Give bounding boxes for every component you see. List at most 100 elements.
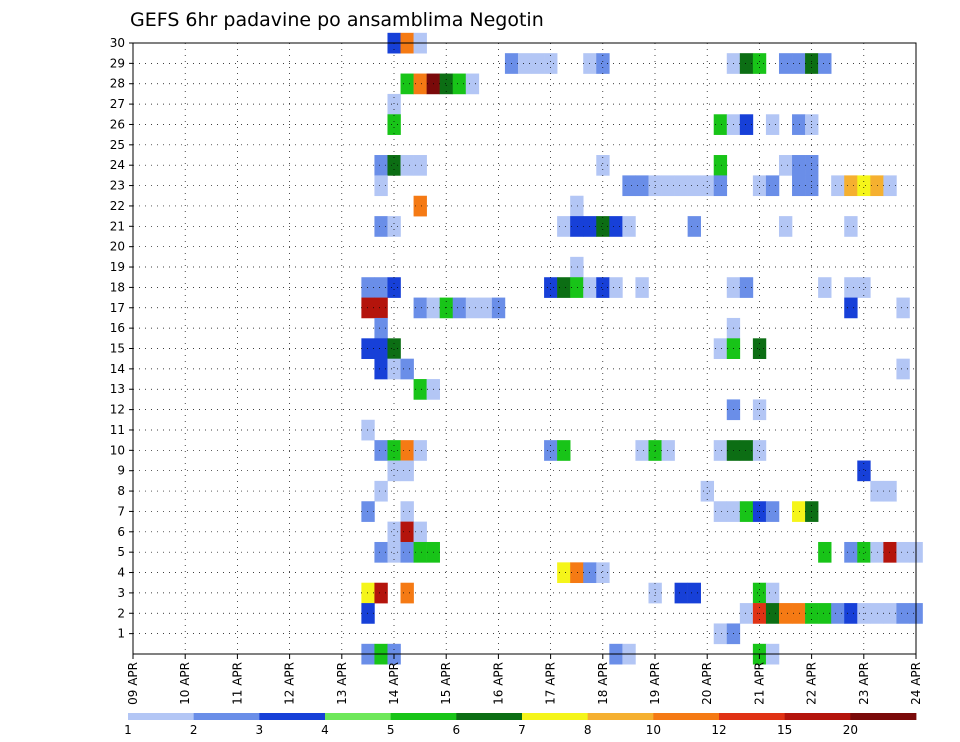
precip-cell xyxy=(739,501,754,522)
precip-cell xyxy=(465,73,480,95)
precip-cell xyxy=(361,419,375,441)
precip-cell xyxy=(622,216,636,237)
precip-cell xyxy=(387,358,401,380)
precip-cell xyxy=(765,501,780,522)
precip-cell xyxy=(361,501,375,522)
precip-cell xyxy=(857,460,871,482)
precip-cell xyxy=(557,216,571,237)
colorbar-label: 12 xyxy=(711,723,726,737)
precip-cell xyxy=(452,73,467,95)
colorbar-segment xyxy=(850,713,917,720)
y-tick-label: 16 xyxy=(110,321,125,335)
precip-cell xyxy=(413,379,427,400)
precip-cell xyxy=(361,297,375,319)
precip-cell xyxy=(896,297,910,319)
precip-cell xyxy=(452,297,467,319)
precip-cell xyxy=(570,256,584,278)
precip-cell xyxy=(713,175,728,197)
precip-cell xyxy=(661,175,675,197)
colorbar-label: 1 xyxy=(124,723,132,737)
precip-cell xyxy=(387,440,401,461)
y-tick-label: 25 xyxy=(110,138,125,152)
colorbar-label: 6 xyxy=(453,723,461,737)
precip-cell xyxy=(413,73,427,95)
precip-cell xyxy=(622,175,636,197)
colorbar-segment xyxy=(653,713,720,720)
precip-cell xyxy=(883,541,897,563)
precip-cell xyxy=(596,155,610,176)
precip-cell xyxy=(818,541,832,563)
precip-cell xyxy=(857,541,871,563)
y-tick-label: 28 xyxy=(110,77,125,91)
chart-title: GEFS 6hr padavine po ansamblima Negotin xyxy=(130,9,544,31)
precip-cell xyxy=(374,480,388,502)
precip-cell xyxy=(400,460,414,482)
precip-cell xyxy=(387,338,401,359)
precip-cell xyxy=(792,114,806,135)
colorbar-segment xyxy=(259,713,326,720)
precip-cell xyxy=(544,53,558,74)
y-tick-label: 12 xyxy=(110,403,125,417)
y-axis: 1234567891011121314151617181920212223242… xyxy=(110,36,133,641)
precip-cell xyxy=(544,440,558,461)
y-tick-label: 10 xyxy=(110,443,125,457)
precip-cell xyxy=(400,501,414,522)
colorbar-label: 4 xyxy=(321,723,329,737)
colorbar-segment xyxy=(325,713,392,720)
y-tick-label: 24 xyxy=(110,158,125,172)
precip-cell xyxy=(361,338,375,359)
y-tick-label: 11 xyxy=(110,423,125,437)
y-tick-label: 27 xyxy=(110,97,125,111)
precip-cell xyxy=(400,521,414,543)
precip-cell xyxy=(844,277,858,298)
precip-cell xyxy=(792,501,806,522)
precip-cell xyxy=(713,338,728,359)
precip-cell xyxy=(400,155,414,176)
precip-cell xyxy=(517,53,532,74)
precip-cell xyxy=(387,541,401,563)
x-tick-label: 19 APR xyxy=(648,662,662,705)
colorbar-label: 2 xyxy=(190,723,198,737)
precip-cell xyxy=(531,53,545,74)
y-tick-label: 4 xyxy=(117,566,125,580)
y-tick-label: 13 xyxy=(110,382,125,396)
precip-cell xyxy=(635,277,649,298)
precip-cell xyxy=(374,175,388,197)
colorbar-segment xyxy=(719,713,786,720)
x-tick-label: 13 APR xyxy=(335,662,349,705)
precip-cell xyxy=(413,541,427,563)
precip-cell xyxy=(844,297,858,319)
precip-cell xyxy=(374,277,388,298)
precip-cell xyxy=(361,603,375,624)
precip-cell xyxy=(778,53,793,74)
precip-cell xyxy=(400,541,414,563)
precip-cell xyxy=(609,216,623,237)
precip-cell xyxy=(570,216,584,237)
colorbar-label: 3 xyxy=(256,723,264,737)
x-tick-label: 24 APR xyxy=(909,662,923,705)
precip-cell xyxy=(700,175,715,197)
precip-cell xyxy=(765,175,780,197)
x-tick-label: 17 APR xyxy=(544,662,558,705)
colorbar: 1 2 3 4 5 6 7 8 10 12 15 20 xyxy=(124,713,917,737)
precip-cell xyxy=(713,623,728,645)
precip-cell xyxy=(857,175,871,197)
precip-cell xyxy=(778,603,793,624)
x-tick-label: 23 APR xyxy=(857,662,871,705)
precip-cell xyxy=(831,175,845,197)
precip-cell xyxy=(387,460,401,482)
colorbar-label: 20 xyxy=(843,723,858,737)
y-tick-label: 18 xyxy=(110,280,125,294)
precip-cell xyxy=(374,440,388,461)
precip-cell xyxy=(661,440,675,461)
precip-cell xyxy=(609,277,623,298)
colorbar-segment xyxy=(128,713,195,720)
precip-cell xyxy=(387,155,401,176)
precip-cell xyxy=(896,603,910,624)
precip-cell xyxy=(374,582,388,604)
precip-cell xyxy=(596,53,610,74)
precip-cell xyxy=(792,155,806,176)
precip-cell xyxy=(635,440,649,461)
colorbar-segment xyxy=(193,713,260,720)
